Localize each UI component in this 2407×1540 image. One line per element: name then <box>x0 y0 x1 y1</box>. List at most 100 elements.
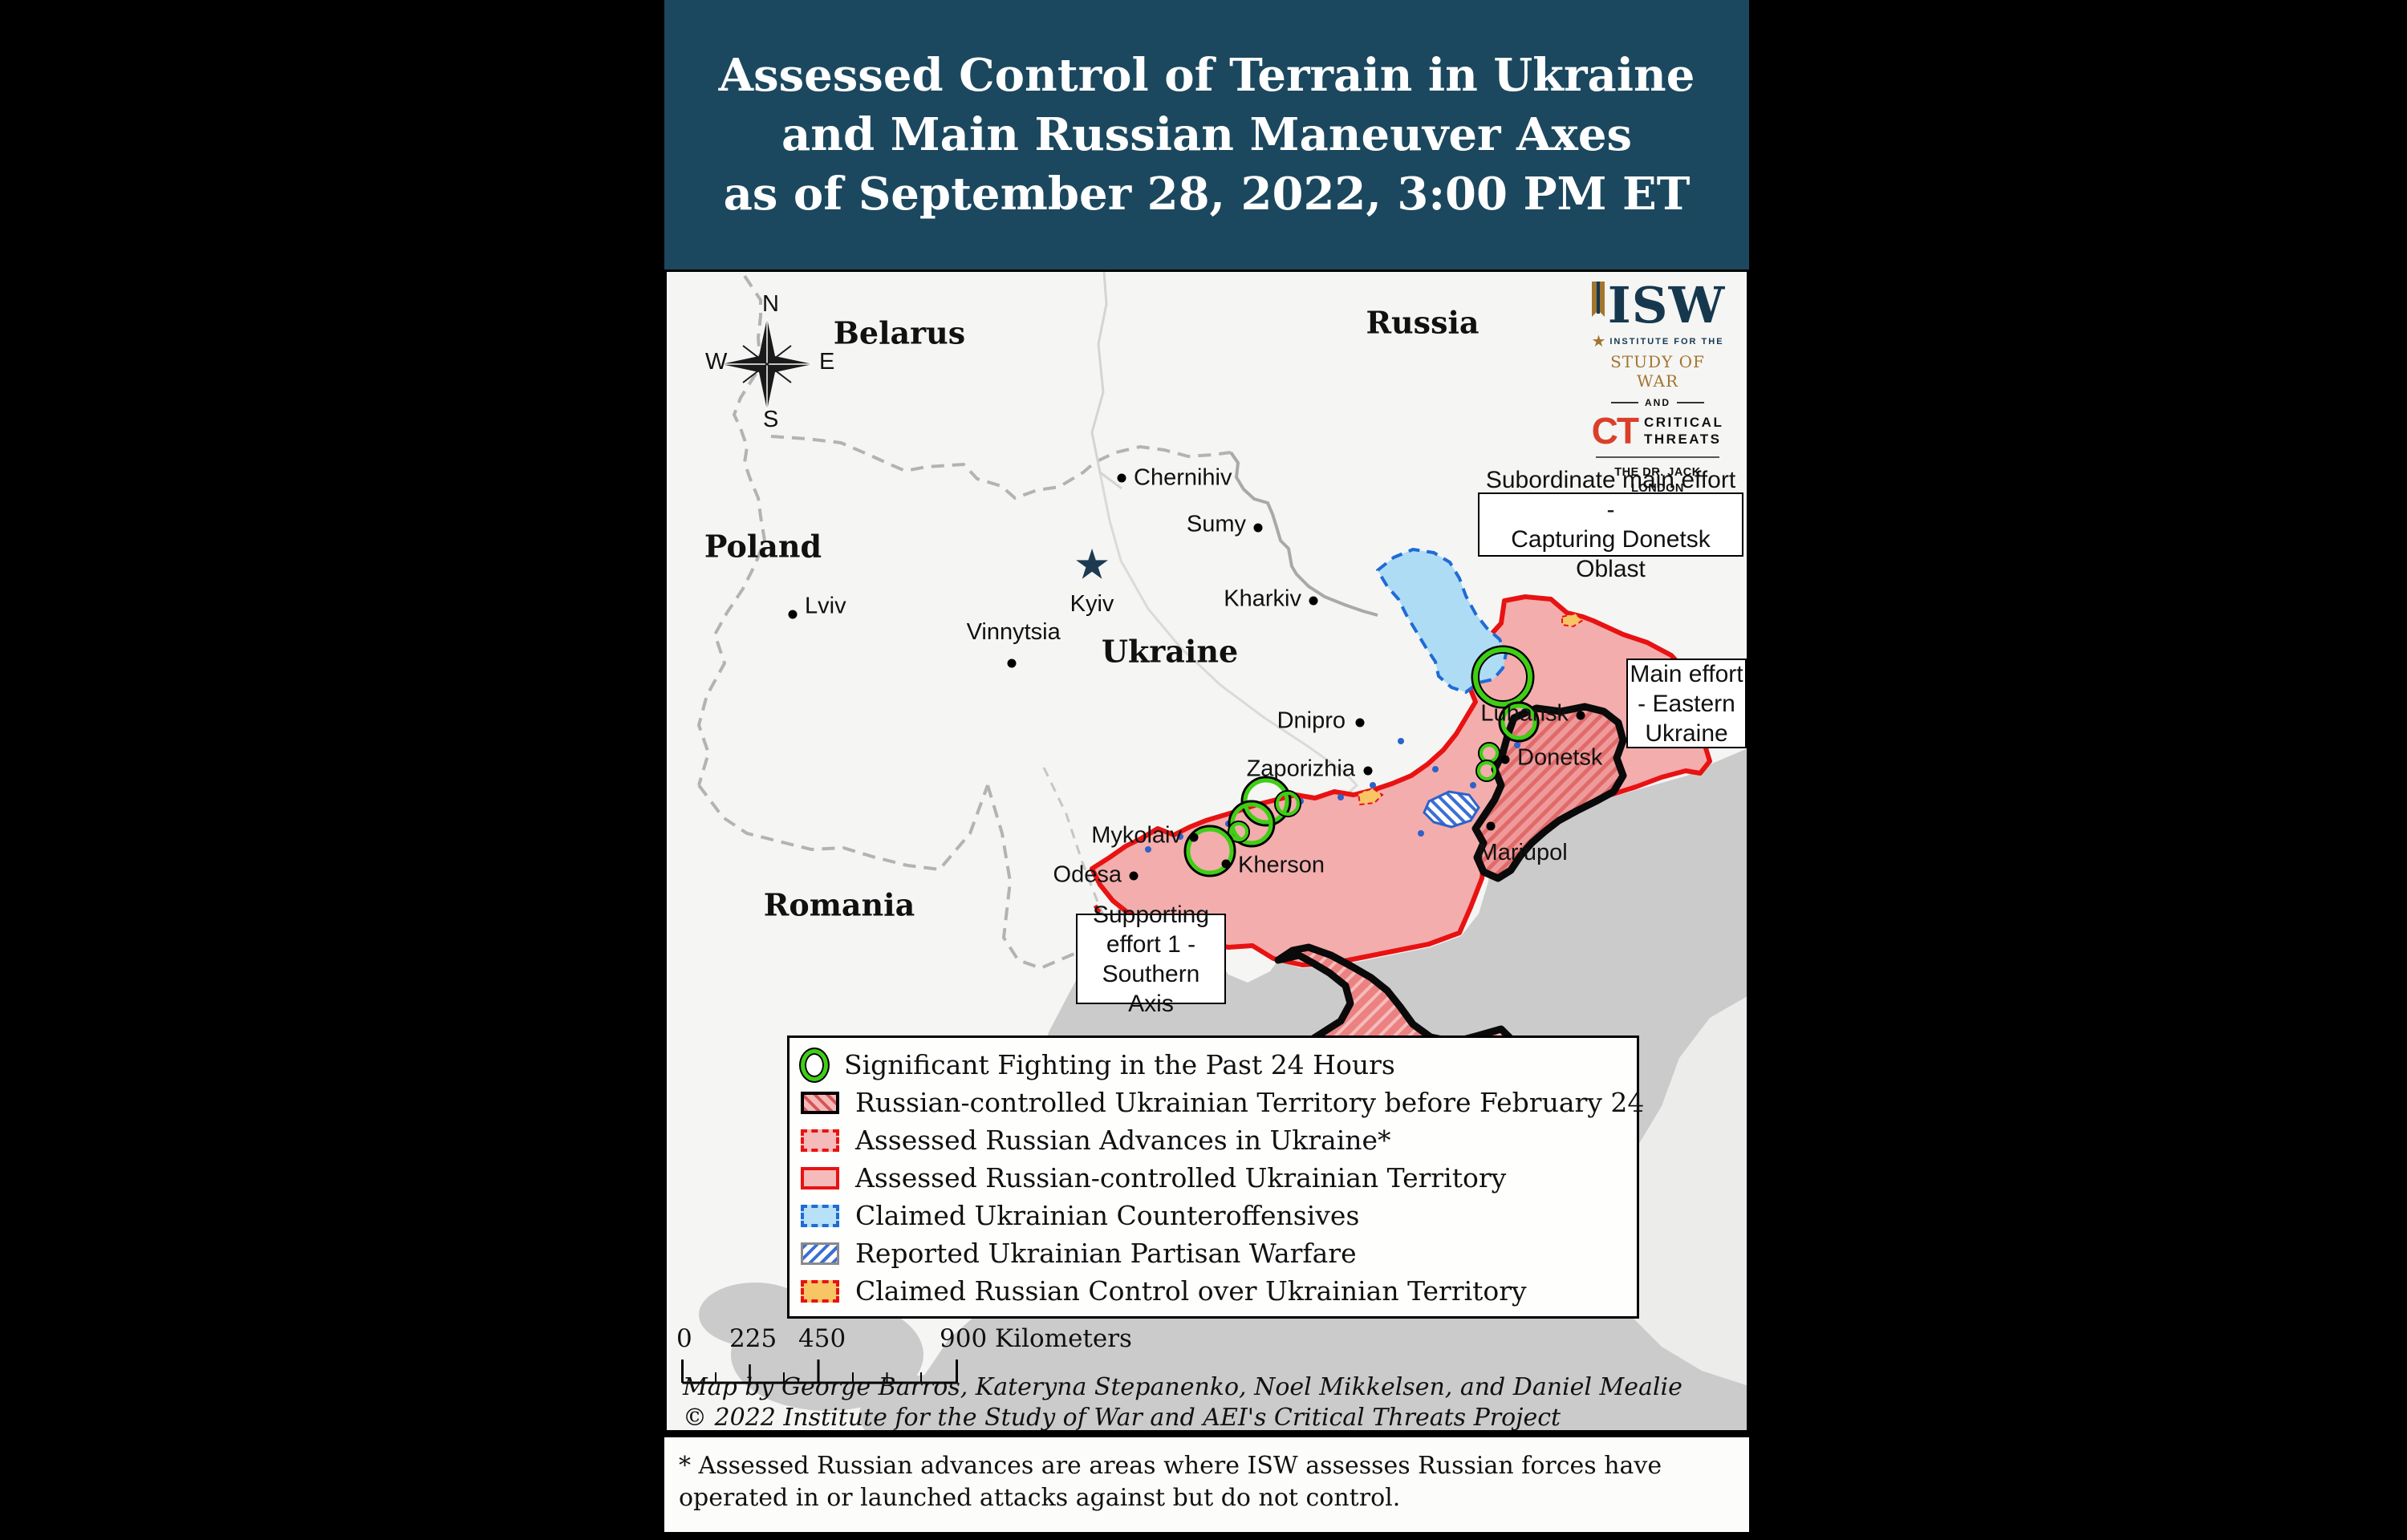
isw-star-icon: ★ <box>1591 333 1606 351</box>
isw-ct-logo: ISW ★ INSTITUTE FOR THE STUDY OF WAR AND… <box>1589 276 1726 513</box>
city-label-donetsk: Donetsk <box>1517 744 1603 771</box>
legend-item: Significant Fighting in the Past 24 Hour… <box>801 1046 1637 1084</box>
legend-icon-ukrainian-counteroffensives <box>801 1204 839 1227</box>
city-label-lviv: Lviv <box>805 593 846 619</box>
country-label-russia: Russia <box>1366 304 1480 341</box>
legend-item: Assessed Russian Advances in Ukraine* <box>801 1121 1637 1159</box>
city-label-mykolaiv: Mykolaiv <box>1091 822 1182 849</box>
compass-e-label: E <box>819 349 835 375</box>
effort-box-supporting-line3: Southern Axis <box>1102 960 1200 1017</box>
effort-box-subordinate-line1: Subordinate main effort - <box>1485 467 1736 523</box>
effort-box-main-line1: Main effort <box>1630 660 1743 687</box>
isw-ribbon-icon <box>1591 282 1605 317</box>
legend-icon-russian-controlled <box>801 1166 839 1189</box>
country-label-belarus: Belarus <box>833 314 966 351</box>
and-label: AND <box>1645 397 1670 408</box>
legend-item: Russian-controlled Ukrainian Territory b… <box>801 1084 1644 1121</box>
scale-end-label: 900 Kilometers <box>940 1324 1132 1353</box>
footnote-box: * Assessed Russian advances are areas wh… <box>664 1435 1749 1534</box>
map-credits: Map by George Barros, Kateryna Stepanenk… <box>683 1372 1682 1432</box>
country-label-romania: Romania <box>763 886 915 923</box>
city-label-vinnytsia: Vinnytsia <box>966 619 1061 645</box>
country-label-ukraine: Ukraine <box>1101 633 1239 670</box>
compass-rose: N E S W <box>699 291 835 432</box>
legend-box: Significant Fighting in the Past 24 Hour… <box>787 1035 1644 1319</box>
legend-item: Assessed Russian-controlled Ukrainian Te… <box>801 1159 1637 1197</box>
isw-wordmark: ISW <box>1607 276 1726 334</box>
divider-line <box>1611 402 1638 403</box>
effort-box-subordinate-line2: Capturing Donetsk Oblast <box>1511 526 1711 582</box>
effort-box-main-effort: Main effort - Eastern Ukraine <box>1626 659 1747 748</box>
city-label-dnipro: Dnipro <box>1277 707 1346 734</box>
scale-tick-label-450: 450 <box>798 1324 846 1353</box>
compass-star-icon <box>721 318 813 410</box>
city-label-kherson: Kherson <box>1238 852 1325 878</box>
city-dot <box>1189 833 1199 842</box>
city-dot <box>1117 473 1126 483</box>
city-dot <box>1007 659 1017 668</box>
footnote-text: * Assessed Russian advances are areas wh… <box>679 1452 1662 1512</box>
scale-tick-label-225: 225 <box>729 1324 777 1353</box>
legend-icon-claimed-control <box>801 1279 839 1303</box>
divider-line <box>1596 456 1719 458</box>
scale-tick-label-0: 0 <box>676 1324 692 1353</box>
city-dot <box>1500 755 1510 764</box>
city-dot <box>1486 821 1496 831</box>
legend-item: Reported Ukrainian Partisan Warfare <box>801 1234 1637 1272</box>
legend-label: Significant Fighting in the Past 24 Hour… <box>844 1049 1395 1080</box>
page-title-line1: Assessed Control of Terrain in Ukraine <box>718 49 1695 102</box>
city-label-kyiv: Kyiv <box>1070 591 1114 617</box>
effort-box-main-line3: Ukraine <box>1645 719 1728 747</box>
city-dot <box>1309 596 1318 606</box>
legend-item: Claimed Russian Control over Ukrainian T… <box>801 1272 1637 1310</box>
legend-icon-partisan-warfare <box>801 1242 839 1265</box>
fund-label-line1: THE DR. JACK LONDON <box>1614 466 1701 495</box>
page-title-line3: as of September 28, 2022, 3:00 PM ET <box>723 168 1691 221</box>
ct-threats-label: THREATS <box>1644 432 1722 447</box>
legend-label: Claimed Ukrainian Counteroffensives <box>855 1200 1360 1231</box>
content-panel: Assessed Control of Terrain in Ukraine a… <box>664 0 1749 1540</box>
city-label-chernihiv: Chernihiv <box>1134 464 1232 491</box>
legend-icon-significant-fighting <box>801 1048 828 1081</box>
credits-line2: © 2022 Institute for the Study of War an… <box>683 1404 1561 1432</box>
kyiv-star-icon: ★ <box>1073 541 1111 589</box>
compass-s-label: S <box>763 407 779 432</box>
divider-line <box>1677 402 1704 403</box>
ct-logo-mark: CT <box>1591 410 1639 452</box>
city-dot <box>1253 523 1263 533</box>
city-dot <box>1129 871 1139 881</box>
scale-ruler <box>681 1360 958 1384</box>
city-label-sumy: Sumy <box>1186 511 1246 537</box>
legend-item: Claimed Ukrainian Counteroffensives <box>801 1197 1637 1234</box>
city-label-odesa: Odesa <box>1053 861 1122 888</box>
compass-w-label: W <box>705 349 728 375</box>
map-canvas: N E S W ISW ★ INSTITUTE FOR THE STUDY OF… <box>664 270 1749 1433</box>
legend-label: Russian-controlled Ukrainian Territory b… <box>855 1087 1645 1118</box>
effort-box-supporting-line1: Supporting <box>1092 901 1210 928</box>
isw-study-label: STUDY OF WAR <box>1610 352 1705 391</box>
legend-label: Assessed Russian Advances in Ukraine* <box>855 1125 1391 1156</box>
effort-box-supporting-line2: effort 1 - <box>1106 930 1196 958</box>
scale-bar: 0 225 450 900 Kilometers <box>676 1324 1195 1389</box>
city-label-kharkiv: Kharkiv <box>1224 586 1301 612</box>
effort-box-supporting: Supporting effort 1 - Southern Axis <box>1076 902 1226 1017</box>
ct-critical-label: CRITICAL <box>1644 415 1724 430</box>
compass-n-label: N <box>762 291 779 317</box>
legend-icon-russian-advances <box>801 1129 839 1152</box>
city-dot <box>1576 711 1585 720</box>
title-banner: Assessed Control of Terrain in Ukraine a… <box>664 0 1749 270</box>
credits-line1: Map by George Barros, Kateryna Stepanenk… <box>683 1373 1682 1401</box>
city-dot <box>1363 766 1373 776</box>
country-label-poland: Poland <box>704 528 822 565</box>
city-dot <box>788 610 798 619</box>
city-label-luhansk: Luhansk <box>1480 700 1569 727</box>
legend-label: Assessed Russian-controlled Ukrainian Te… <box>855 1162 1507 1194</box>
city-label-mariupol: Mariupol <box>1478 840 1568 865</box>
legend-label: Claimed Russian Control over Ukrainian T… <box>855 1275 1527 1307</box>
legend-label: Reported Ukrainian Partisan Warfare <box>855 1238 1357 1269</box>
page-title-line2: and Main Russian Maneuver Axes <box>781 108 1632 161</box>
effort-box-main-line2: - Eastern <box>1638 690 1735 717</box>
legend-icon-prefeb-territory <box>801 1091 839 1114</box>
city-dot <box>1221 859 1231 869</box>
isw-institute-label: INSTITUTE FOR THE <box>1609 336 1724 346</box>
